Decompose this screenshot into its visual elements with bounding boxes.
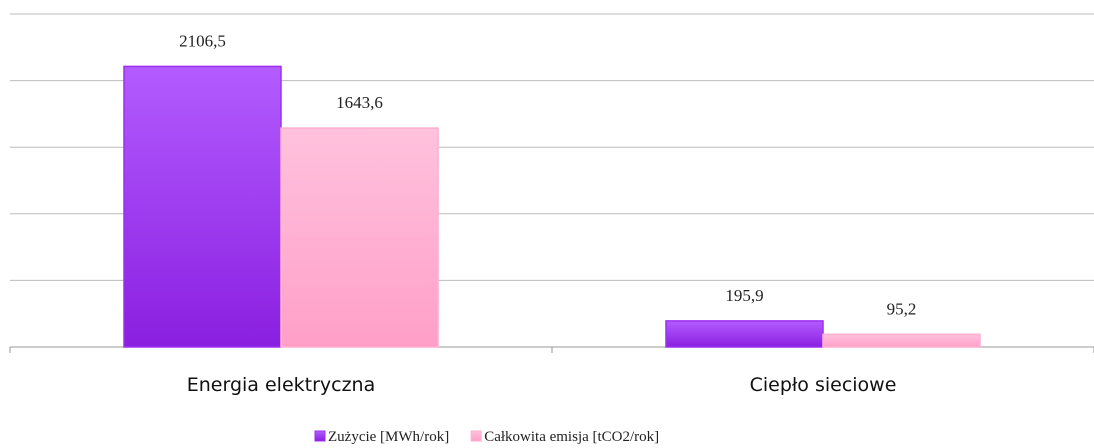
data-label: 2106,5 bbox=[179, 31, 226, 50]
bar bbox=[280, 127, 439, 348]
legend-label: Zużycie [MWh/rok] bbox=[328, 429, 449, 445]
bar bbox=[822, 333, 981, 348]
bar bbox=[665, 320, 824, 348]
legend-swatch bbox=[470, 430, 482, 442]
x-tick-label: Ciepło sieciowe bbox=[750, 374, 897, 396]
data-label: 1643,6 bbox=[336, 93, 383, 112]
bar bbox=[123, 65, 282, 348]
data-label: 95,2 bbox=[887, 299, 917, 318]
legend-swatch bbox=[314, 430, 326, 442]
x-tick-label: Energia elektryczna bbox=[187, 374, 376, 396]
legend-label: Całkowita emisja [tCO2/rok] bbox=[484, 429, 659, 445]
data-label: 195,9 bbox=[725, 286, 763, 305]
